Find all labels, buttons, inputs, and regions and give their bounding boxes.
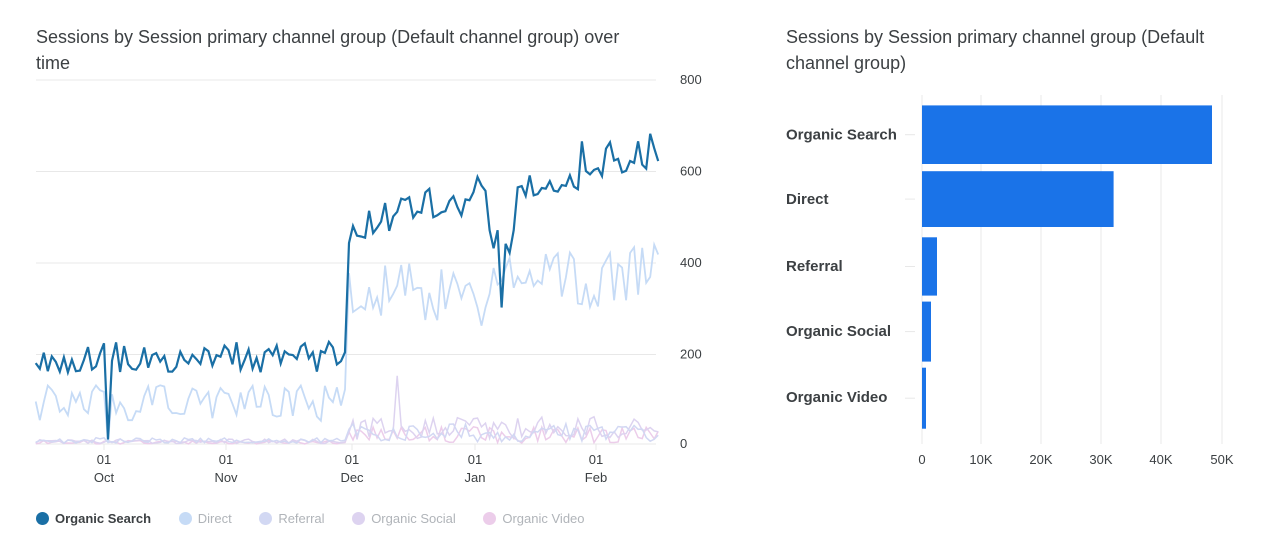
svg-text:Dec: Dec [340, 470, 364, 485]
svg-text:400: 400 [680, 255, 702, 270]
svg-text:0: 0 [680, 436, 687, 451]
svg-text:01: 01 [345, 452, 359, 467]
svg-text:01: 01 [97, 452, 111, 467]
svg-text:30K: 30K [1089, 452, 1112, 467]
svg-text:01: 01 [219, 452, 233, 467]
svg-text:Referral: Referral [786, 258, 843, 275]
svg-text:600: 600 [680, 164, 702, 179]
svg-text:01: 01 [589, 452, 603, 467]
svg-text:50K: 50K [1210, 452, 1233, 467]
svg-text:Oct: Oct [94, 470, 115, 485]
svg-text:Nov: Nov [214, 470, 238, 485]
svg-text:Organic Search: Organic Search [786, 127, 897, 144]
svg-text:0: 0 [918, 452, 925, 467]
svg-text:01: 01 [468, 452, 482, 467]
svg-text:Organic Social: Organic Social [786, 323, 891, 340]
svg-text:800: 800 [680, 72, 702, 87]
svg-text:10K: 10K [969, 452, 992, 467]
svg-text:Feb: Feb [585, 470, 607, 485]
svg-text:Organic Video: Organic Video [786, 389, 887, 406]
svg-text:40K: 40K [1149, 452, 1172, 467]
svg-text:200: 200 [680, 347, 702, 362]
svg-text:20K: 20K [1029, 452, 1052, 467]
svg-text:Jan: Jan [465, 470, 486, 485]
svg-text:Direct: Direct [786, 191, 829, 208]
